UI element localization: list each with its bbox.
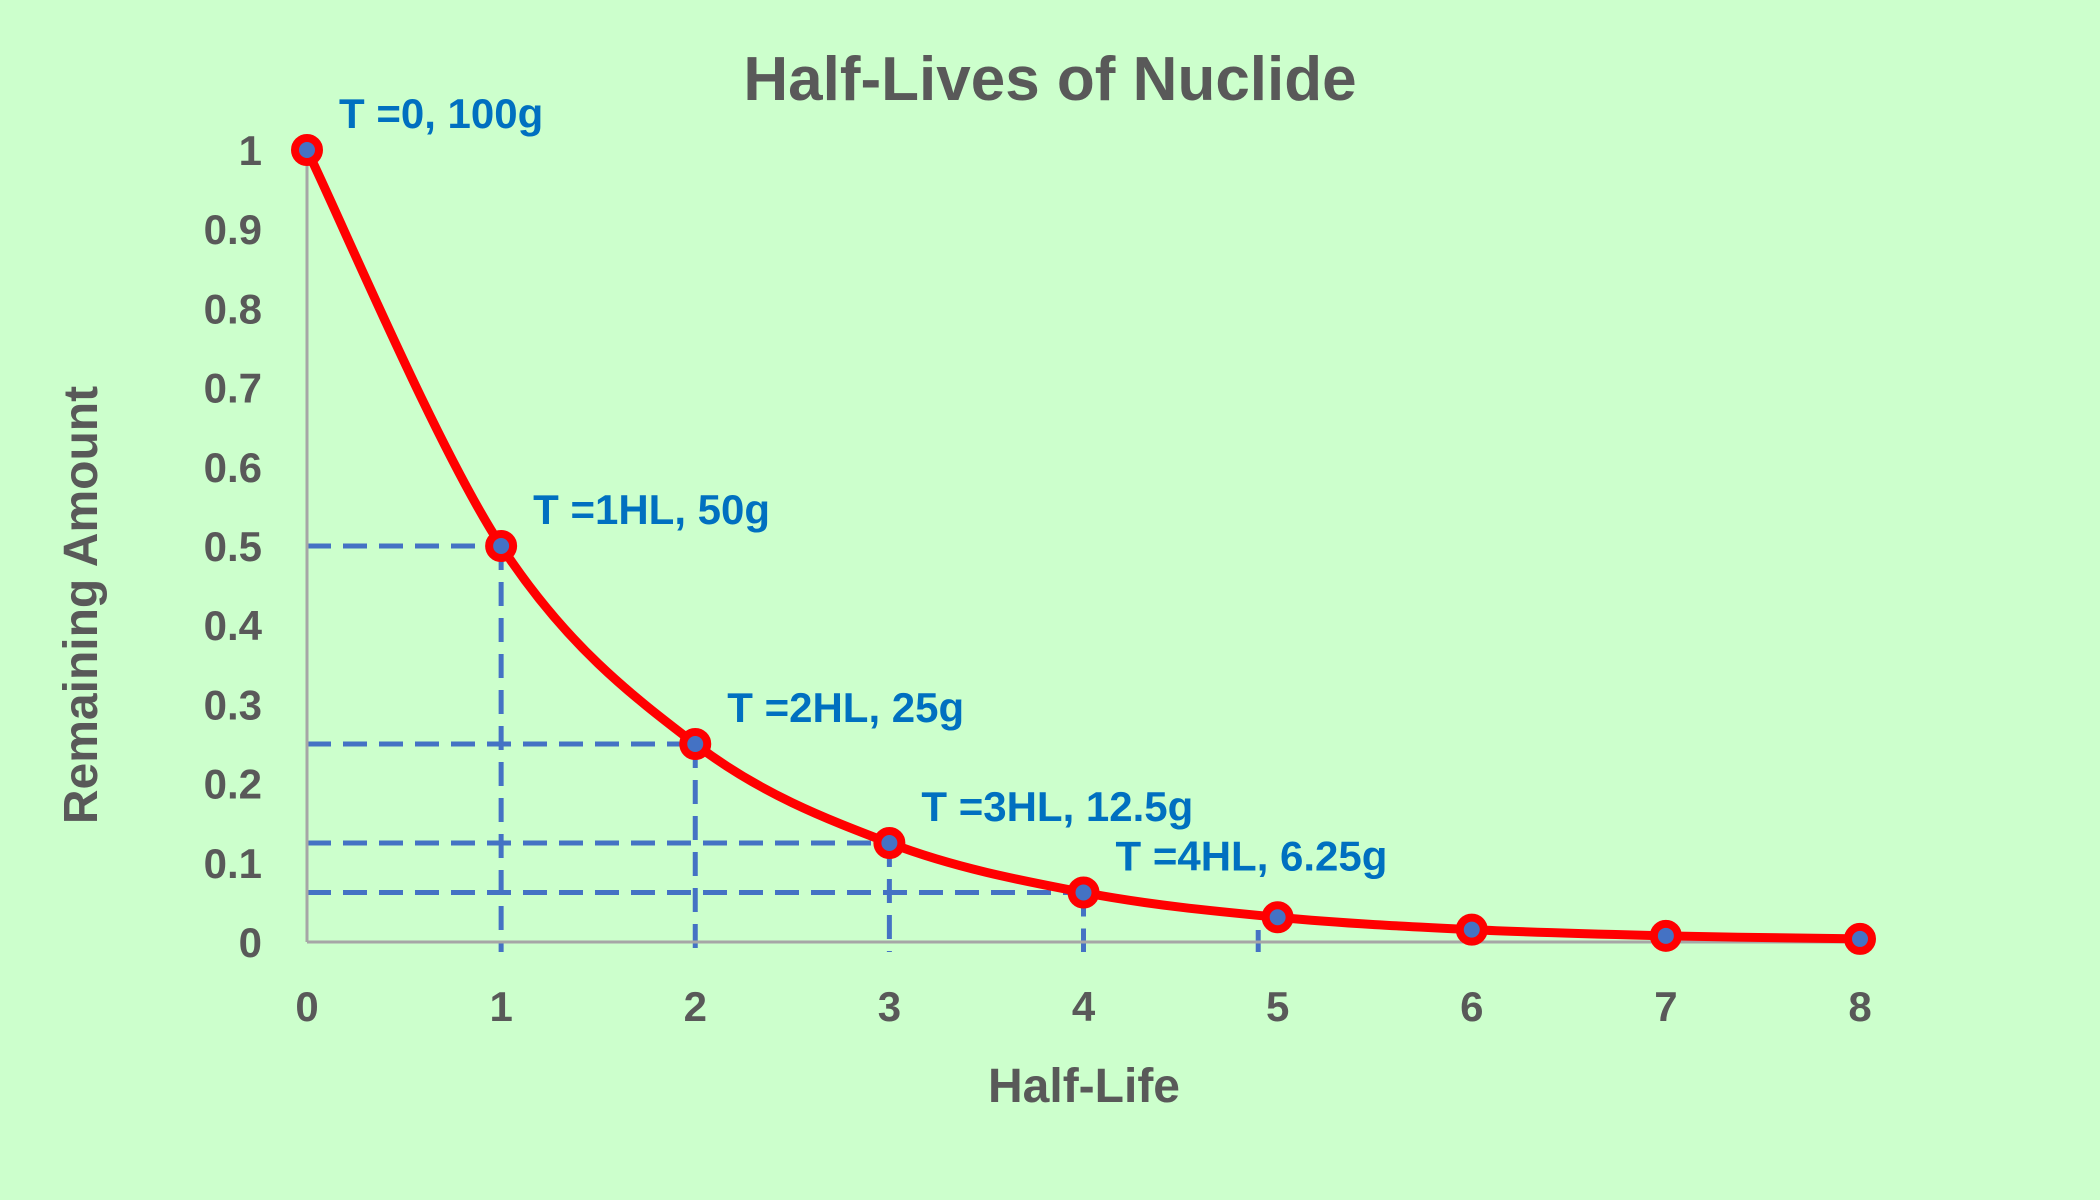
x-tick-label: 0 — [295, 983, 318, 1030]
x-axis-title: Half-Life — [988, 1060, 1180, 1113]
data-point — [1067, 876, 1100, 909]
data-point — [291, 134, 323, 166]
data-label: T =2HL, 25g — [727, 684, 964, 731]
data-label: T =0, 100g — [339, 90, 543, 137]
y-tick-label: 0.4 — [204, 602, 263, 649]
data-point — [1455, 913, 1488, 946]
data-point — [873, 827, 906, 859]
data-point — [485, 530, 518, 562]
labels-layer: T =0, 100g T =1HL, 50g T =2HL, 25g T =3HL, … — [339, 90, 1387, 880]
x-tick-label: 1 — [489, 983, 512, 1030]
y-tick-label: 0.8 — [204, 285, 262, 332]
y-tick-label: 0.2 — [204, 761, 262, 808]
chart-title: Half-Lives of Nuclide — [743, 45, 1356, 114]
data-label: T =4HL, 6.25g — [1116, 833, 1388, 880]
data-point — [679, 728, 712, 760]
y-axis-title: Remaining Amount — [55, 386, 108, 824]
y-tick-label: 0.7 — [204, 365, 262, 412]
x-tick-label: 7 — [1654, 983, 1677, 1030]
axes-layer: 0 1 2 3 4 5 6 7 8 0 0.1 0.2 0.3 0.4 0.5 0.6 0.7 0.8 0.9 1 — [204, 127, 1872, 1030]
x-tick-label: 3 — [878, 983, 901, 1030]
y-tick-label: 0 — [239, 919, 262, 966]
data-point — [1844, 922, 1876, 955]
data-point — [1649, 919, 1682, 952]
series-layer — [291, 134, 1876, 955]
x-tick-label: 6 — [1460, 983, 1483, 1030]
y-tick-label: 0.1 — [204, 840, 262, 887]
x-tick-label: 4 — [1072, 983, 1096, 1030]
y-tick-label: 0.6 — [204, 444, 262, 491]
guide-lines-layer — [307, 543, 1261, 952]
x-tick-label: 8 — [1848, 983, 1871, 1030]
y-tick-label: 0.9 — [204, 206, 262, 253]
x-tick-label: 2 — [684, 983, 707, 1030]
y-tick-label: 1 — [239, 127, 262, 174]
data-label: T =1HL, 50g — [533, 486, 770, 533]
data-point — [1261, 901, 1294, 934]
y-tick-label: 0.3 — [204, 681, 262, 728]
y-tick-label: 0.5 — [204, 523, 262, 570]
x-tick-label: 5 — [1266, 983, 1289, 1030]
data-label: T =3HL, 12.5g — [921, 783, 1193, 830]
